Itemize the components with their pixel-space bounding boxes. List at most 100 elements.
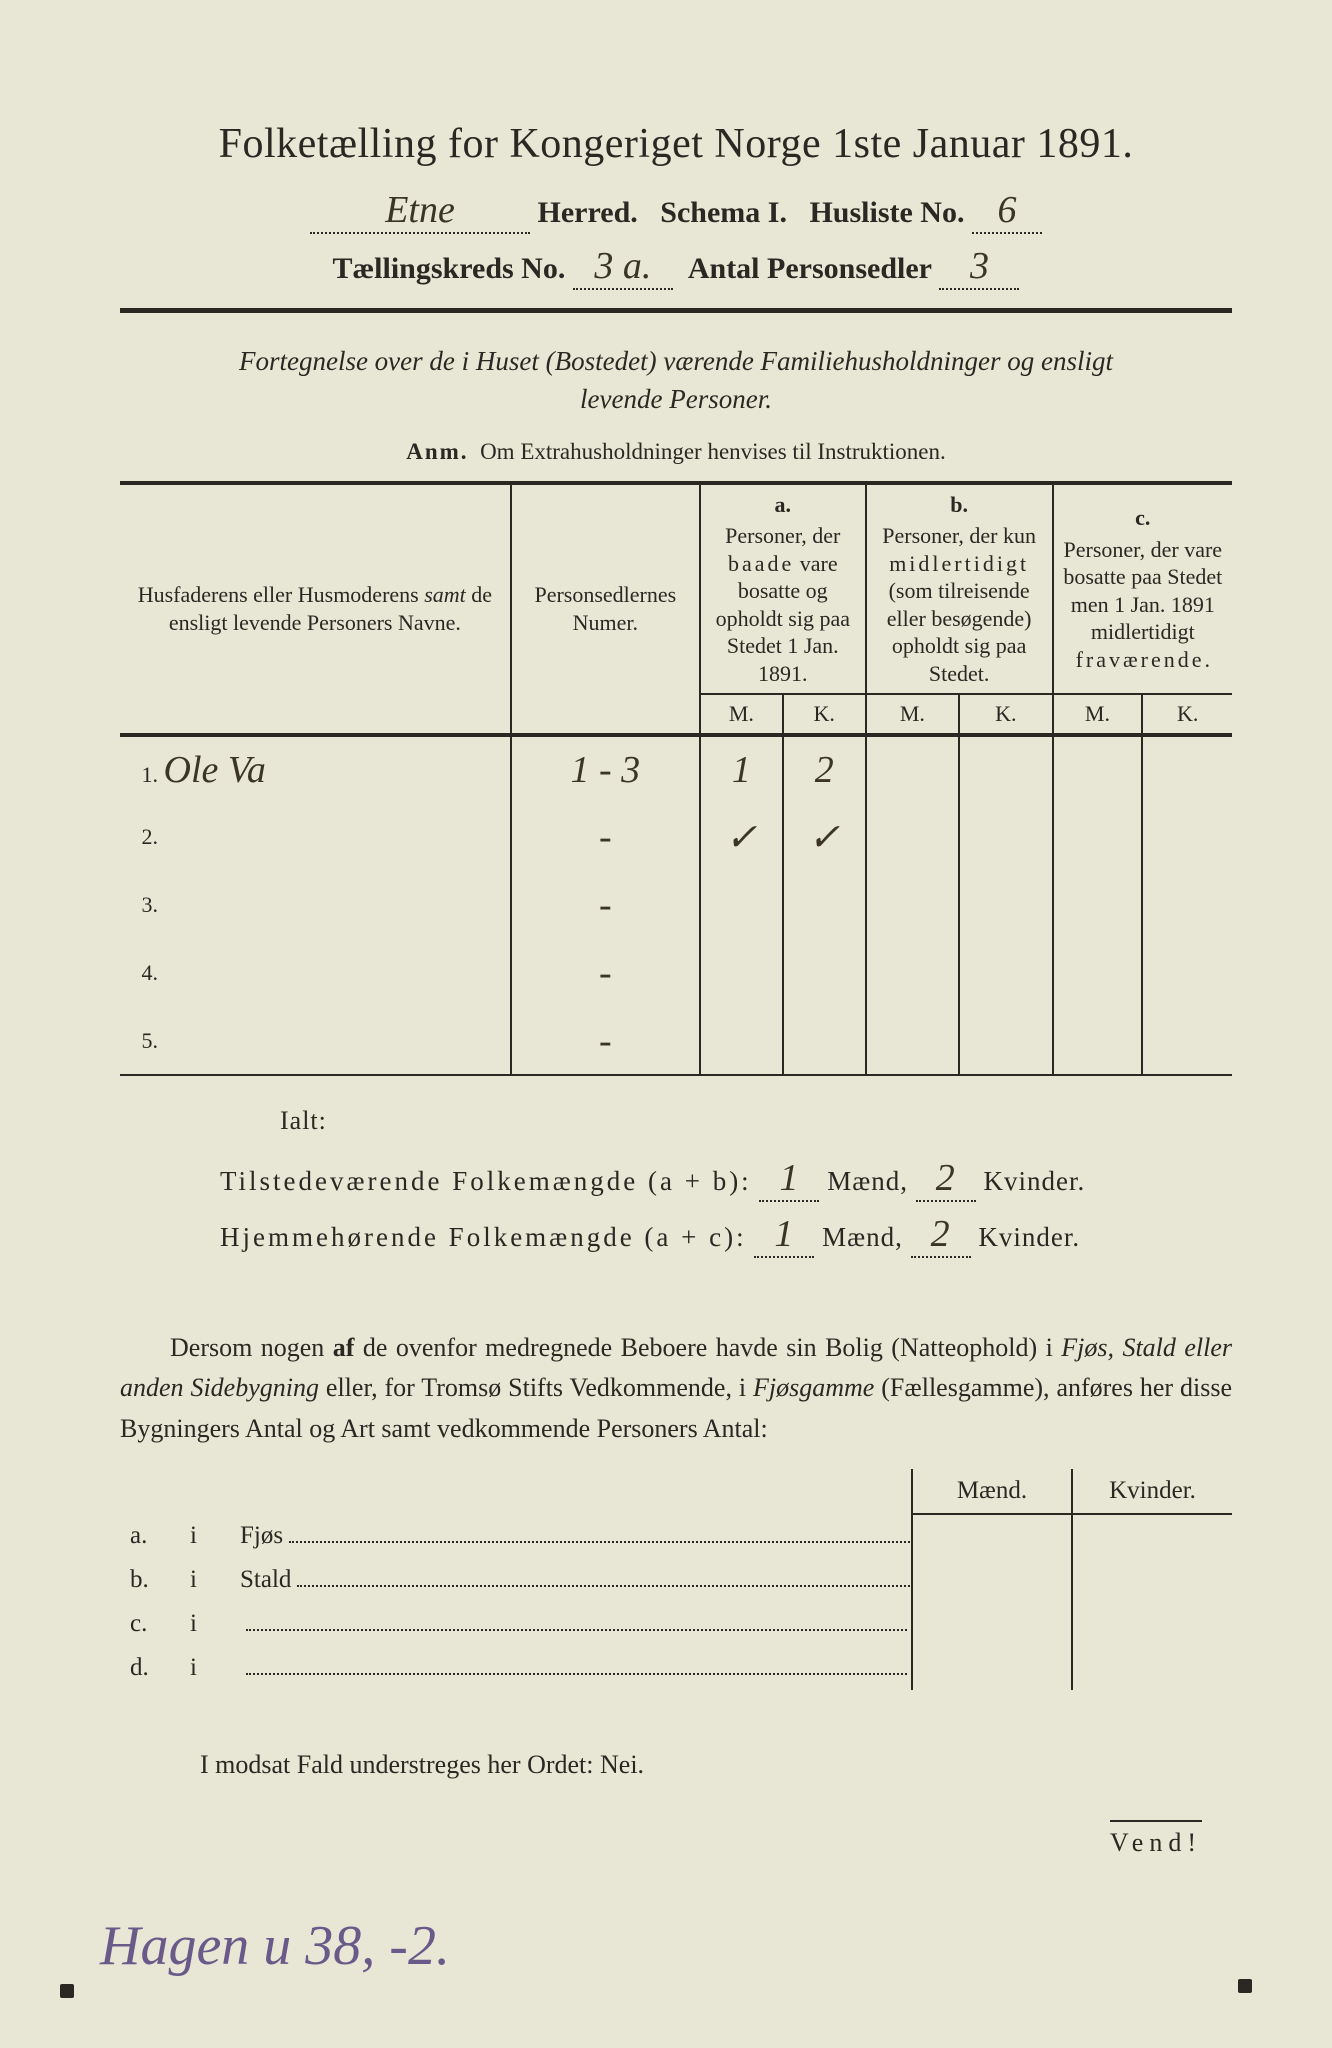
b-k-cell: [959, 871, 1052, 939]
antal-label: Antal Personsedler: [688, 252, 932, 285]
sum-hjemmehoerende: Hjemmehørende Folkemængde (a + c): 1 Mæn…: [220, 1212, 1232, 1258]
bolig-kvinder: [1072, 1558, 1232, 1602]
bolig-i: i: [180, 1558, 230, 1602]
b-m-cell: [866, 871, 959, 939]
a-k-cell: ✓: [783, 803, 866, 871]
bolig-maend-head: Mænd.: [912, 1469, 1072, 1514]
c-m-cell: [1053, 871, 1143, 939]
col-names: Husfaderens eller Husmoderens samt de en…: [120, 483, 511, 736]
sedler-cell: -: [511, 803, 700, 871]
bolig-maend: [912, 1514, 1072, 1558]
table-row: 5. -: [120, 1007, 1232, 1075]
husliste-no: 6: [997, 188, 1016, 232]
header-line-herred: Etne Herred. Schema I. Husliste No. 6: [120, 188, 1232, 234]
col-c: c. Personer, der vare bosatte paa Stedet…: [1053, 483, 1232, 695]
bolig-row: c.i: [120, 1602, 1232, 1646]
subtitle: Fortegnelse over de i Huset (Bostedet) v…: [120, 343, 1232, 419]
bolig-maend: [912, 1558, 1072, 1602]
a-k-cell: [783, 939, 866, 1007]
a-m-cell: [700, 1007, 783, 1075]
bolig-kvinder-head: Kvinder.: [1072, 1469, 1232, 1514]
header-line-kreds: Tællingskreds No. 3 a. Antal Personsedle…: [120, 244, 1232, 290]
b-k-cell: [959, 735, 1052, 803]
name-cell: 4.: [120, 939, 511, 1007]
col-sedler: Personsedlernes Numer.: [511, 483, 700, 736]
a-k-cell: 2: [783, 735, 866, 803]
c-m-cell: [1053, 803, 1143, 871]
b-m-cell: [866, 1007, 959, 1075]
sedler-cell: -: [511, 871, 700, 939]
b-m-cell: [866, 939, 959, 1007]
bolig-kvinder: [1072, 1514, 1232, 1558]
b-k-cell: [959, 939, 1052, 1007]
vend-label: Vend!: [1110, 1820, 1202, 1858]
husliste-label: Husliste No.: [809, 196, 964, 229]
col-b: b. Personer, der kun midlertidigt (som t…: [866, 483, 1053, 695]
col-a: a. Personer, der baade vare bosatte og o…: [700, 483, 866, 695]
page-title: Folketælling for Kongeriget Norge 1ste J…: [120, 120, 1232, 168]
antal-no: 3: [970, 244, 989, 288]
c-k-cell: [1142, 939, 1232, 1007]
col-a-k: K.: [783, 694, 866, 735]
col-a-m: M.: [700, 694, 783, 735]
name-cell: 5.: [120, 1007, 511, 1075]
herred-label: Herred.: [538, 196, 638, 229]
anm-line: Anm. Om Extrahusholdninger henvises til …: [120, 439, 1232, 465]
bolig-i: i: [180, 1602, 230, 1646]
bolig-row: a.iFjøs: [120, 1514, 1232, 1558]
household-table: Husfaderens eller Husmoderens samt de en…: [120, 481, 1232, 1077]
bolig-label: [230, 1602, 912, 1646]
c-k-cell: [1142, 871, 1232, 939]
bottom-handwriting: Hagen u 38, -2.: [100, 1914, 450, 1978]
col-b-m: M.: [866, 694, 959, 735]
sedler-cell: -: [511, 939, 700, 1007]
kreds-no: 3 a.: [594, 244, 651, 288]
a-k-cell: [783, 871, 866, 939]
bolig-tag: b.: [120, 1558, 180, 1602]
bolig-maend: [912, 1646, 1072, 1690]
col-b-k: K.: [959, 694, 1052, 735]
b-k-cell: [959, 803, 1052, 871]
bolig-label: [230, 1646, 912, 1690]
schema-label: Schema I.: [660, 196, 787, 229]
c-k-cell: [1142, 803, 1232, 871]
a-m-cell: [700, 939, 783, 1007]
ialt-label: Ialt:: [280, 1106, 1232, 1136]
table-row: 2. -✓✓: [120, 803, 1232, 871]
c-k-cell: [1142, 1007, 1232, 1075]
name-cell: 2.: [120, 803, 511, 871]
a-m-cell: ✓: [700, 803, 783, 871]
sedler-cell: 1 - 3: [511, 735, 700, 803]
bolig-table: Mænd. Kvinder. a.iFjøsb.iStaldc.id.i: [120, 1469, 1232, 1690]
c-m-cell: [1053, 939, 1143, 1007]
bolig-kvinder: [1072, 1646, 1232, 1690]
bolig-i: i: [180, 1646, 230, 1690]
c-m-cell: [1053, 735, 1143, 803]
bolig-tag: a.: [120, 1514, 180, 1558]
c-m-cell: [1053, 1007, 1143, 1075]
bolig-tag: d.: [120, 1646, 180, 1690]
sedler-cell: -: [511, 1007, 700, 1075]
table-row: 3. -: [120, 871, 1232, 939]
bolig-label: Stald: [230, 1558, 912, 1602]
a-m-cell: 1: [700, 735, 783, 803]
herred-handwritten: Etne: [385, 188, 455, 232]
b-m-cell: [866, 803, 959, 871]
name-cell: 3.: [120, 871, 511, 939]
bolig-i: i: [180, 1514, 230, 1558]
table-row: 1. Ole Va1 - 312: [120, 735, 1232, 803]
c-k-cell: [1142, 735, 1232, 803]
bolig-row: d.i: [120, 1646, 1232, 1690]
bolig-label: Fjøs: [230, 1514, 912, 1558]
b-m-cell: [866, 735, 959, 803]
a-m-cell: [700, 871, 783, 939]
sum-tilstedevaerende: Tilstedeværende Folkemængde (a + b): 1 M…: [220, 1156, 1232, 1202]
corner-dot: [1238, 1979, 1252, 1993]
kreds-label: Tællingskreds No.: [333, 252, 566, 285]
bolig-paragraph: Dersom nogen af de ovenfor medregnede Be…: [120, 1328, 1232, 1449]
bolig-maend: [912, 1602, 1072, 1646]
col-c-m: M.: [1053, 694, 1143, 735]
corner-dot: [60, 1984, 74, 1998]
table-row: 4. -: [120, 939, 1232, 1007]
divider: [120, 308, 1232, 313]
